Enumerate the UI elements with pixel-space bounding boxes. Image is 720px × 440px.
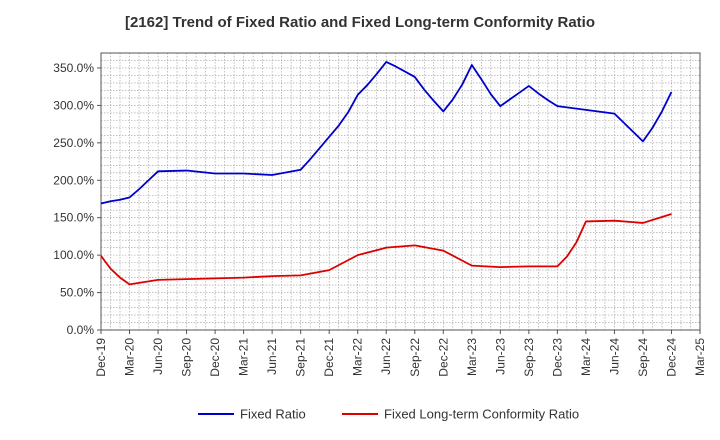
x-tick-label: Jun-21 [265, 338, 279, 375]
x-tick-label: Mar-23 [465, 338, 479, 376]
x-tick-label: Dec-19 [94, 338, 108, 377]
y-tick-label: 100.0% [53, 248, 94, 262]
x-tick-label: Sep-22 [408, 338, 422, 377]
x-tick-label: Sep-23 [522, 338, 536, 377]
x-tick-label: Mar-20 [123, 338, 137, 376]
chart-title: [2162] Trend of Fixed Ratio and Fixed Lo… [124, 14, 596, 31]
x-tick-layer: Dec-19 Mar-20 Jun-20 Sep-20 Dec-20 Mar-21 Jun-… [94, 330, 707, 377]
y-tick-label: 0.0% [67, 323, 95, 337]
legend-layer: Fixed Ratio Fixed Long-term Conformity Ra… [198, 407, 579, 422]
x-tick-label: Dec-22 [436, 338, 450, 377]
grid-layer [101, 53, 700, 330]
x-tick-label: Jun-24 [607, 338, 621, 375]
y-tick-label: 250.0% [53, 136, 94, 150]
y-tick-label: 200.0% [53, 173, 94, 187]
x-tick-label: Mar-25 [693, 338, 707, 376]
x-tick-label: Mar-22 [351, 338, 365, 376]
x-tick-label: Sep-24 [636, 338, 650, 377]
x-tick-label: Dec-20 [208, 338, 222, 377]
x-tick-label: Jun-20 [151, 338, 165, 375]
y-tick-label: 350.0% [53, 61, 94, 75]
y-tick-label: 300.0% [53, 98, 94, 112]
series-line-fixed-long-term-conformity-ratio [100, 213, 672, 286]
series-line-fixed-ratio [100, 61, 673, 205]
x-tick-label: Jun-23 [493, 338, 507, 375]
legend-label: Fixed Ratio [240, 407, 306, 422]
x-tick-label: Sep-20 [180, 338, 194, 377]
legend-label: Fixed Long-term Conformity Ratio [384, 407, 579, 422]
plot-border [100, 52, 701, 331]
y-tick-layer: 0.0% 50.0% 100.0% 150.0% 200.0% 250.0% 300.0% 3… [53, 61, 101, 337]
x-tick-label: Dec-23 [550, 338, 564, 377]
x-tick-label: Dec-21 [322, 338, 336, 377]
x-tick-label: Sep-21 [294, 338, 308, 377]
y-tick-label: 150.0% [53, 211, 94, 225]
x-tick-label: Dec-24 [664, 338, 678, 377]
x-tick-label: Jun-22 [379, 338, 393, 375]
x-tick-label: Mar-21 [237, 338, 251, 376]
x-tick-label: Mar-24 [579, 338, 593, 376]
y-tick-label: 50.0% [60, 286, 94, 300]
series-layer [100, 61, 673, 286]
